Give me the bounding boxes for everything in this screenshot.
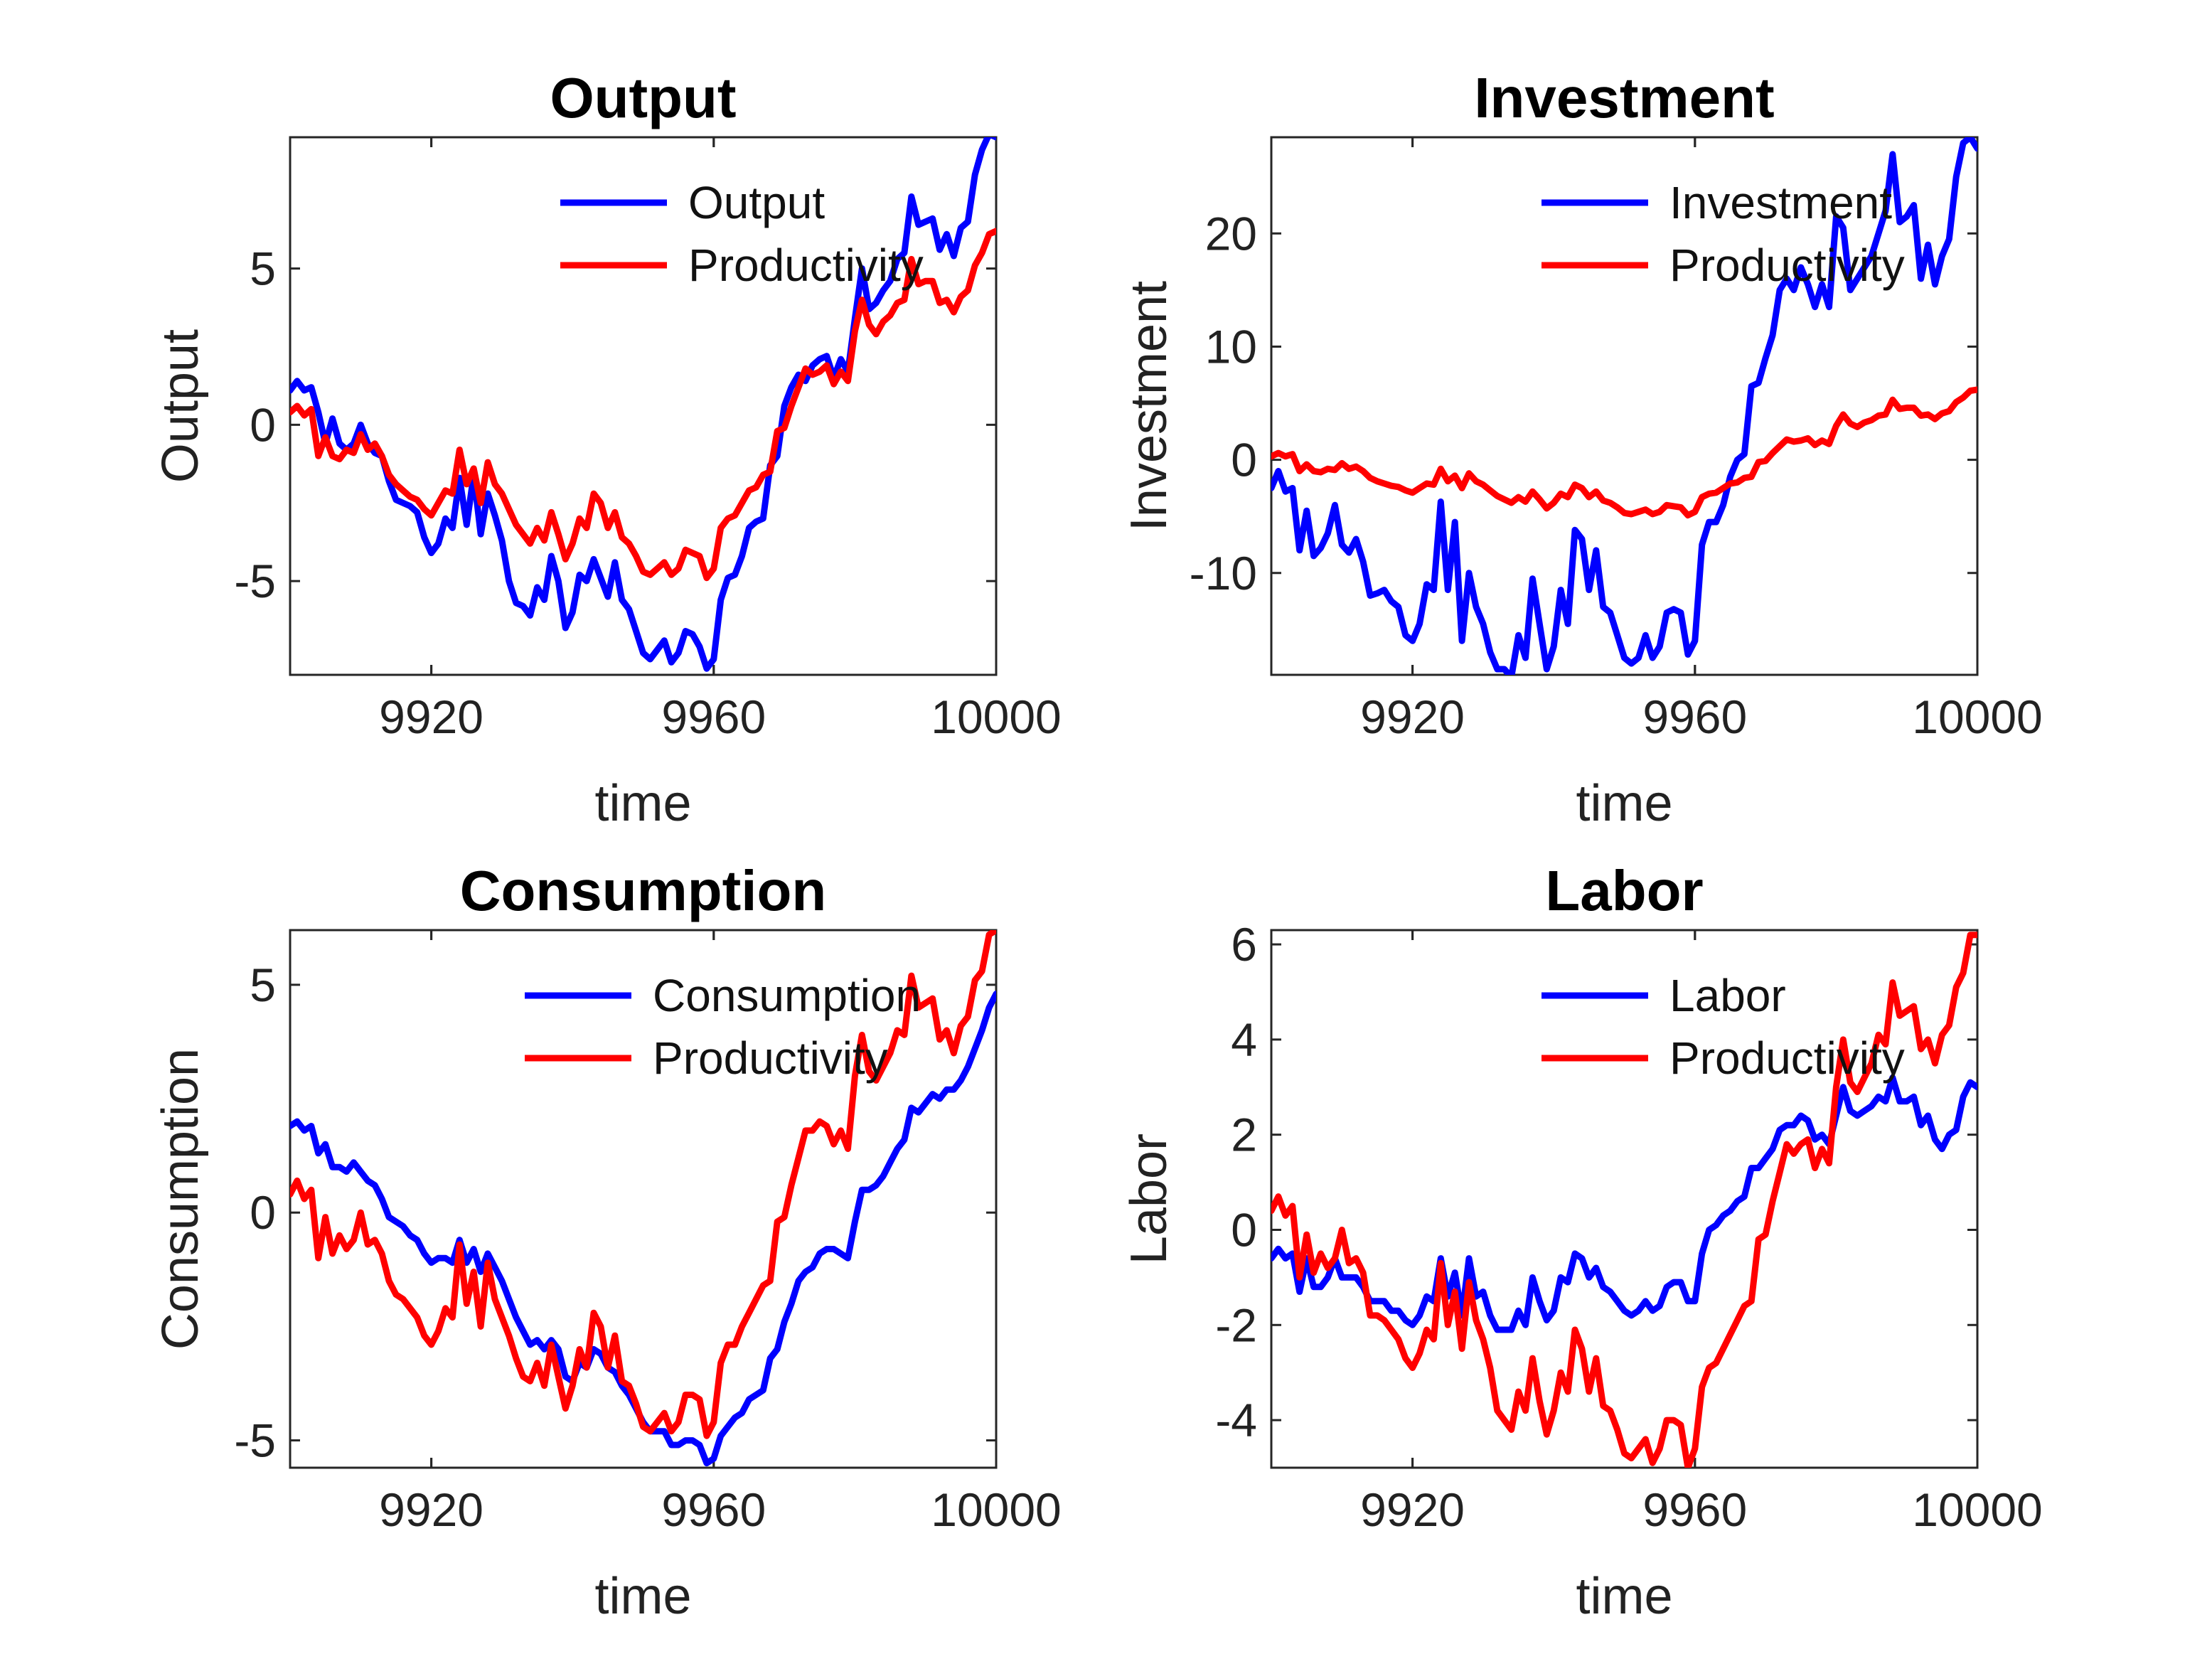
chart-2-series-investment-line [1271,137,1977,675]
chart-1-xtick-label: 10000 [931,690,1062,743]
chart-4-ytick-label: 6 [1231,918,1257,971]
chart-4-xtick-label: 9920 [1360,1483,1465,1536]
chart-3-series-productivity-line [290,930,996,1439]
chart-3-ytick-label: 0 [250,1186,276,1239]
chart-3-xtick-label: 9920 [379,1483,483,1536]
chart-4-ytick-label: 4 [1231,1013,1257,1066]
chart-2-xtick-label: 9920 [1360,690,1465,743]
chart-2-legend-productivity-label: Productivity [1669,240,1905,291]
chart-2-xtick-label: 10000 [1912,690,2043,743]
chart-2-legend-investment-label: Investment [1669,177,1892,228]
chart-3-xtick-label: 9960 [661,1483,766,1536]
chart-4-legend-productivity-label: Productivity [1669,1033,1905,1084]
chart-1-ytick-label: 5 [250,242,276,295]
chart-1-axes-box [289,136,998,676]
chart-3-ylabel: Consumption [152,1048,209,1350]
chart-4-ytick-label: -2 [1215,1298,1257,1351]
chart-1-xtick-label: 9960 [661,690,766,743]
chart-4-xlabel: time [1576,1568,1672,1625]
chart-4-ytick-label: 2 [1231,1109,1257,1161]
chart-3-ytick-label: -5 [234,1414,276,1467]
chart-1-ylabel: Output [152,329,209,483]
chart-4-title: Labor [1545,859,1703,922]
chart-1-legend-productivity-label: Productivity [688,240,924,291]
chart-1-ytick-label: -5 [234,555,276,607]
chart-4-ytick-label: -4 [1215,1394,1257,1446]
chart-3-title: Consumption [460,859,826,922]
chart-2-ytick-label: -10 [1190,547,1257,599]
chart-3-ytick-label: 5 [250,959,276,1011]
chart-4-xtick-label: 9960 [1642,1483,1747,1536]
chart-4-legend-labor-label: Labor [1669,970,1786,1021]
chart-3-legend-productivity-label: Productivity [653,1033,888,1084]
chart-1-series-productivity-line [290,228,996,582]
chart-2-xlabel: time [1576,775,1672,832]
chart-2-series-productivity-line [1271,386,1977,519]
chart-1-legend-output-label: Output [688,177,825,228]
chart-4-axes-box [1270,929,1979,1469]
chart-3-legend-consumption-label: Consumption [653,970,921,1021]
chart-4-series-productivity-line [1271,932,1977,1468]
chart-1-xtick-label: 9920 [379,690,483,743]
chart-2-ytick-label: 20 [1205,207,1257,260]
chart-4-ytick-label: 0 [1231,1203,1257,1256]
chart-2-title: Investment [1474,66,1774,129]
chart-3-xtick-label: 10000 [931,1483,1062,1536]
chart-3-xlabel: time [594,1568,691,1625]
chart-2-xtick-label: 9960 [1642,690,1747,743]
chart-2-ytick-label: 10 [1205,320,1257,373]
chart-1-series-output-line [290,137,996,672]
chart-3-axes-box [289,929,998,1469]
chart-2-ytick-label: 0 [1231,434,1257,486]
chart-1-ytick-label: 0 [250,398,276,451]
chart-4-xtick-label: 10000 [1912,1483,2043,1536]
chart-2-ylabel: Investment [1121,281,1177,531]
chart-2-axes-box [1270,136,1979,676]
chart-4-series-labor-line [1271,1074,1977,1333]
chart-4-ylabel: Labor [1121,1133,1177,1264]
chart-1-xlabel: time [594,775,691,832]
chart-1-title: Output [550,66,736,129]
